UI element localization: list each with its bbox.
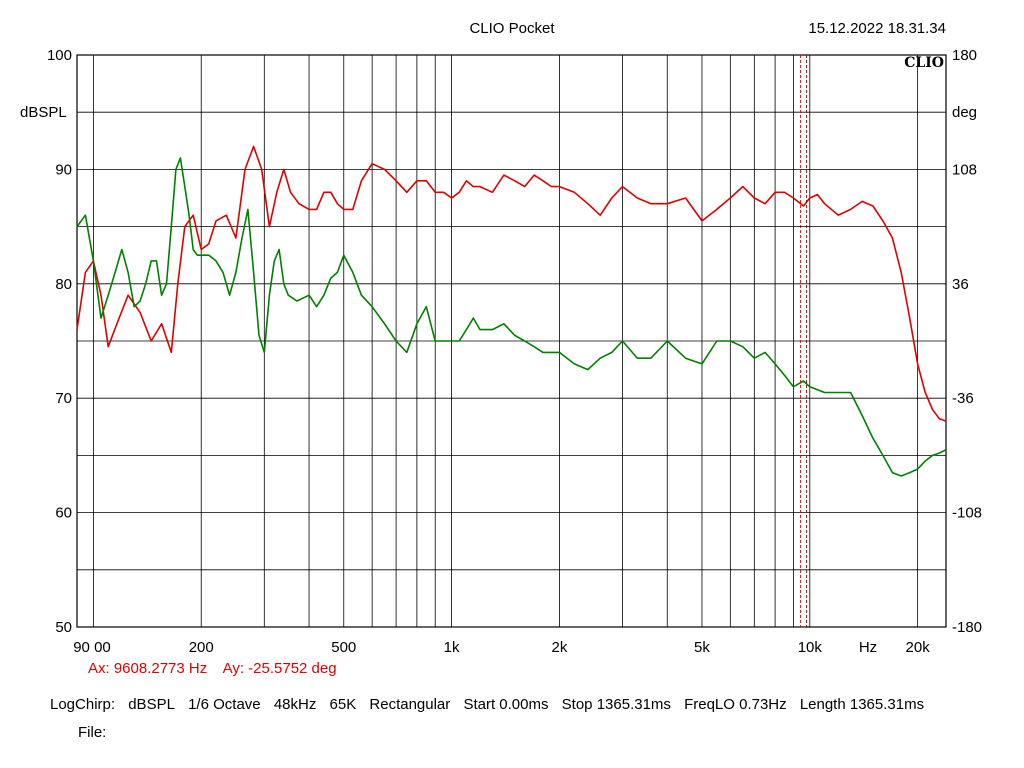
y2-tick-label: 180 [952, 47, 977, 64]
y-tick-label: 70 [55, 390, 72, 407]
info-length: Length 1365.31ms [799, 696, 925, 713]
y-tick-label: 80 [55, 276, 72, 293]
y2-axis-label: deg [952, 104, 977, 121]
series-line-1 [76, 145, 947, 422]
frequency-response-chart: CLIO Pocket 15.12.2022 18.31.34 100 90 80 7… [20, 20, 982, 656]
y2-tick-label: 108 [952, 161, 977, 178]
x-axis-label: Hz [859, 639, 877, 656]
y-tick-label: 90 [55, 161, 72, 178]
cursor-y-readout: Ay: -25.5752 deg [222, 660, 337, 677]
y2-tick-label: -36 [952, 390, 974, 407]
cursor-readout: Ax: 9608.2773 Hz Ay: -25.5752 deg [88, 660, 349, 677]
info-size: 65K [329, 696, 357, 713]
chart-title: CLIO Pocket [469, 20, 555, 37]
y2-tick-label: -180 [952, 619, 982, 636]
info-smoothing: 1/6 Octave [188, 696, 261, 713]
info-window: Rectangular [369, 696, 451, 713]
cursor-layer [800, 55, 808, 627]
x-tick-label: 200 [189, 639, 214, 656]
y-tick-label: 100 [47, 47, 72, 64]
x-tick-label: 2k [552, 639, 568, 656]
measurement-info: LogChirp: dBSPL 1/6 Octave 48kHz 65K Rec… [50, 696, 933, 713]
file-label: File: [78, 724, 107, 741]
y2-tick-label: 36 [952, 276, 969, 293]
x-tick-label: 90 00 [73, 639, 111, 656]
series-layer [76, 145, 947, 477]
axis-labels: 100 90 80 70 60 50 180 108 36 -36 -108 -180 90 00 200… [20, 47, 982, 656]
clio-logo: CLIO [904, 55, 944, 71]
y-tick-label: 50 [55, 619, 72, 636]
x-tick-label: 1k [444, 639, 460, 656]
y2-tick-label: -108 [952, 505, 982, 522]
x-tick-label: 500 [331, 639, 356, 656]
grid [77, 55, 946, 627]
x-tick-label: 10k [798, 639, 823, 656]
plot-frame [76, 54, 947, 628]
y-axis-label: dBSPL [20, 104, 67, 121]
cursor-x-readout: Ax: 9608.2773 Hz [88, 660, 208, 677]
info-freqlo: FreqLO 0.73Hz [684, 696, 787, 713]
x-tick-label: 20k [906, 639, 931, 656]
series-line-2 [76, 157, 947, 477]
y-tick-label: 60 [55, 505, 72, 522]
info-rate: 48kHz [273, 696, 317, 713]
info-start: Start 0.00ms [463, 696, 549, 713]
info-stop: Stop 1365.31ms [561, 696, 671, 713]
info-mode: LogChirp: [50, 696, 116, 713]
info-unit: dBSPL [128, 696, 175, 713]
x-tick-label: 5k [694, 639, 710, 656]
timestamp: 15.12.2022 18.31.34 [808, 20, 946, 37]
